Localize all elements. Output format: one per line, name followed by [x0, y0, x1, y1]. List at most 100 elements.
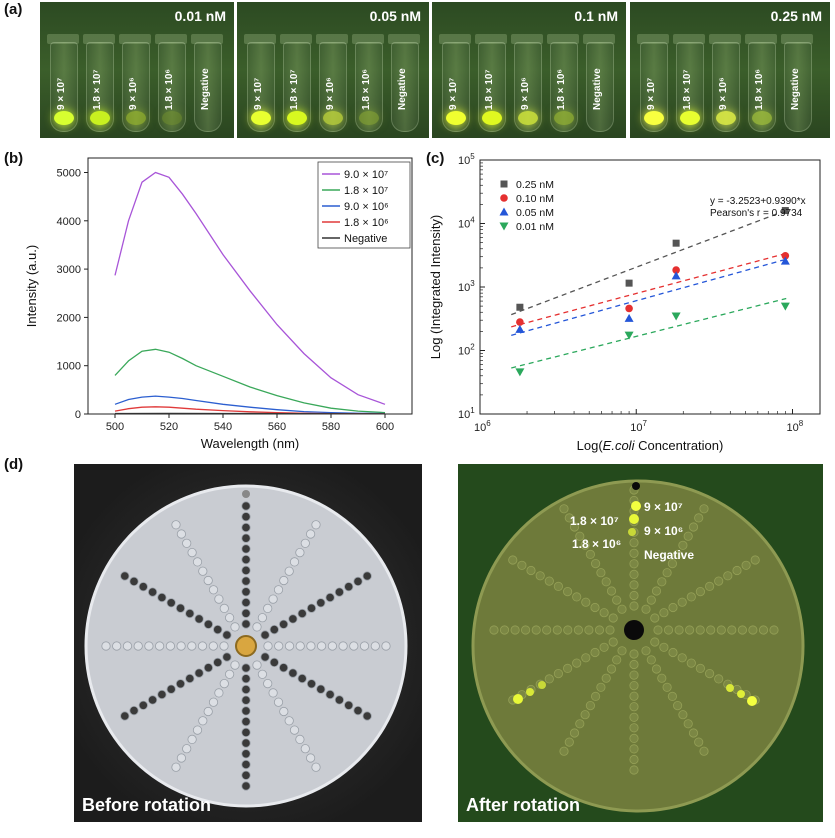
- chamber: [599, 642, 609, 652]
- chamber: [241, 544, 251, 554]
- chamber: [646, 595, 656, 605]
- chamber: [629, 765, 639, 775]
- chamber: [241, 522, 251, 533]
- after-rotation-photo: 9 × 10⁷ 1.8 × 10⁷ 9 × 10⁶ 1.8 × 10⁶ Nega…: [458, 464, 823, 822]
- chamber: [705, 581, 715, 592]
- chamber: [122, 641, 133, 651]
- chamber: [563, 663, 573, 673]
- data-point: [625, 279, 633, 287]
- tube: [640, 42, 668, 132]
- chamber: [295, 641, 305, 651]
- tube-cap: [280, 34, 312, 44]
- tube-label: 9 × 10⁷: [56, 77, 67, 110]
- concentration-label: 0.25 nM: [770, 8, 822, 24]
- chamber: [723, 571, 733, 581]
- y-axis-label: Intensity (a.u.): [24, 245, 39, 327]
- chamber: [662, 568, 672, 578]
- chamber: [650, 613, 660, 623]
- panel-c-label: (c): [426, 150, 445, 167]
- panel-d-label: (d): [4, 456, 24, 473]
- chamber: [203, 575, 213, 586]
- tube-cap: [47, 34, 79, 44]
- tube: [50, 42, 78, 132]
- chamber: [273, 585, 284, 595]
- chamber: [269, 657, 279, 667]
- chamber: [284, 641, 295, 651]
- y-tick-base: 10: [458, 346, 470, 358]
- chamber: [581, 653, 591, 663]
- y-tick-label: 105: [458, 152, 475, 167]
- chamber: [198, 566, 208, 576]
- y-tick-label: 2000: [57, 312, 81, 324]
- tube-panel: 0.05 nM 9 × 10⁷ 1.8 × 10⁷ 9 × 10⁶ 1.8 × 10⁶ N…: [237, 2, 429, 138]
- chamber: [629, 754, 639, 765]
- fit-line: [511, 258, 787, 336]
- chamber: [171, 762, 181, 772]
- chamber: [629, 569, 639, 580]
- chamber: [252, 660, 262, 670]
- chamber: [138, 582, 148, 592]
- chamber: [508, 555, 518, 565]
- data-point: [671, 271, 681, 280]
- chamber: [705, 669, 715, 679]
- chamber: [203, 663, 213, 673]
- chamber: [553, 669, 564, 679]
- chamber: [230, 660, 240, 670]
- chamber: [148, 587, 158, 597]
- chamber: [311, 762, 321, 772]
- tube-label: 9 × 10⁷: [448, 77, 459, 110]
- chamber: [520, 625, 531, 635]
- series-line: [114, 412, 386, 415]
- chamber: [727, 625, 737, 635]
- fluorescence-glow: [287, 111, 307, 125]
- chamber: [686, 592, 696, 602]
- chamber: [585, 549, 595, 560]
- chamber: [580, 540, 590, 550]
- tube-label: 9 × 10⁶: [520, 77, 531, 110]
- x-tick-exp: 6: [486, 419, 491, 428]
- chamber: [678, 540, 688, 550]
- chamber: [101, 641, 111, 651]
- chamber: [273, 697, 284, 707]
- tube: [391, 42, 419, 132]
- y-tick-label: 3000: [57, 264, 81, 276]
- chamber: [714, 576, 724, 586]
- chamber: [580, 710, 590, 720]
- x-tick-label: 520: [160, 421, 178, 433]
- chamber: [241, 770, 251, 780]
- chamber: [241, 727, 251, 737]
- chamber: [175, 679, 186, 689]
- tube: [319, 42, 347, 132]
- chamber: [617, 646, 627, 656]
- chamber: [288, 668, 298, 678]
- chamber: [334, 587, 344, 597]
- chamber: [327, 641, 337, 651]
- y-tick-base: 10: [458, 409, 470, 421]
- after-caption: After rotation: [466, 795, 580, 815]
- chamber: [257, 669, 267, 679]
- chamber: [641, 604, 651, 614]
- chamber: [263, 641, 273, 651]
- chamber: [667, 559, 677, 569]
- y-tick-exp: 1: [470, 406, 475, 415]
- chamber: [300, 538, 310, 548]
- chamber: [673, 549, 683, 560]
- panel-b-label: (b): [4, 150, 24, 167]
- legend-marker: [499, 222, 509, 231]
- legend-entry: 0.05 nM: [516, 207, 554, 219]
- concentration-label: 0.05 nM: [369, 8, 421, 24]
- fluorescence-glow: [644, 111, 664, 125]
- tube-cap: [155, 34, 187, 44]
- chamber: [668, 647, 678, 658]
- x-tick-label: 108: [786, 419, 803, 434]
- concentration-label: 0.01 nM: [174, 8, 226, 24]
- chamber: [750, 555, 760, 565]
- chamber: [563, 587, 573, 597]
- chamber: [612, 595, 622, 605]
- fluorescence-glow: [251, 111, 271, 125]
- chamber: [572, 658, 582, 668]
- chamber: [241, 663, 251, 673]
- chamber: [241, 501, 251, 511]
- data-point: [671, 312, 681, 321]
- chamber: [192, 557, 203, 567]
